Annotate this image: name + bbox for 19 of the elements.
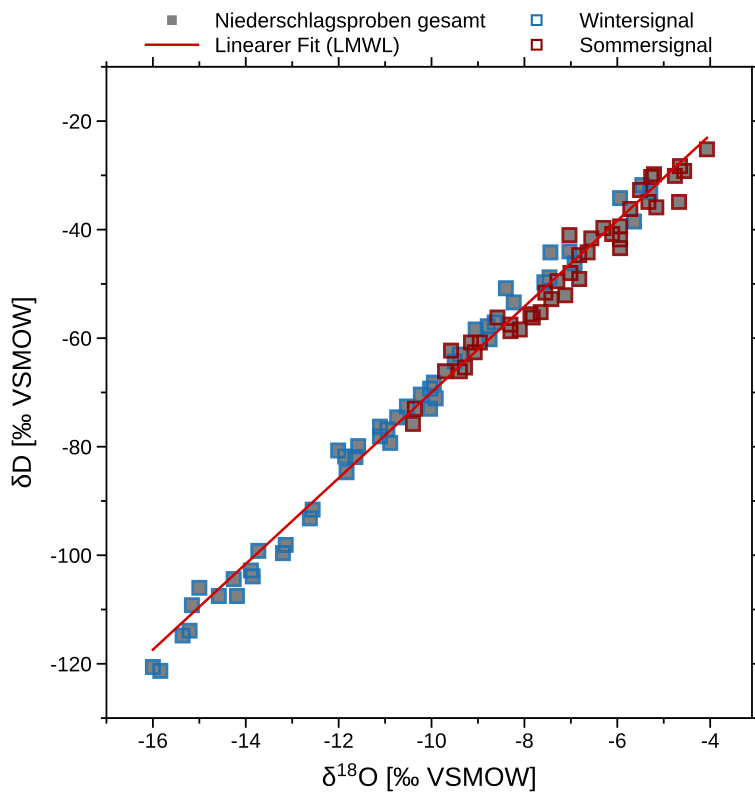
y-tick-label: -40 <box>62 222 92 238</box>
y-axis-title: δD [‰ VSMOW] <box>12 298 36 488</box>
legend-label: Sommersignal <box>580 36 712 56</box>
x-tick-label: -6 <box>608 733 626 748</box>
legend-label: Niederschlagsproben gesamt <box>216 12 486 32</box>
x-tick-label: -8 <box>516 733 533 748</box>
x-tick-label: -4 <box>702 733 719 748</box>
y-tick-label: -60 <box>62 331 92 346</box>
x-tick-label: -12 <box>324 733 353 748</box>
x-tick-label: -14 <box>232 733 260 748</box>
y-tick-label: -80 <box>62 440 92 454</box>
y-tick-label: -100 <box>51 548 92 564</box>
x-axis-title: δ$^{18}$O [‰ VSMOW] <box>322 763 535 792</box>
x-tick-label: -10 <box>417 733 446 748</box>
legend-label: Linearer Fit (LMWL) <box>216 36 399 56</box>
x-tick-label: -16 <box>138 733 168 748</box>
legend-label: Wintersignal <box>579 12 693 32</box>
y-tick-label: -120 <box>51 656 92 672</box>
y-tick-label: -20 <box>62 114 92 129</box>
